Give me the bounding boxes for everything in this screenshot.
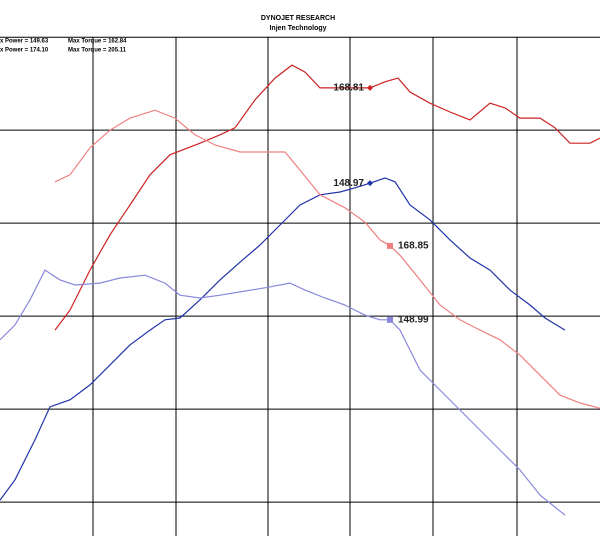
max-line: x Power = 174.10: [0, 48, 49, 54]
annotation: 168.81: [333, 83, 364, 94]
marker: [367, 84, 373, 91]
annotation: 168.85: [398, 241, 429, 252]
chart-title: DYNOJET RESEARCH: [261, 15, 335, 22]
series-line: [0, 269, 566, 516]
series-line: [0, 177, 566, 501]
max-line: Max Torque = 162.84: [68, 39, 127, 45]
annotation: 148.99: [398, 314, 429, 325]
chart-subtitle: Injen Technology: [269, 25, 326, 32]
series-line: [54, 64, 600, 331]
max-line: x Power = 149.63: [0, 39, 49, 45]
marker: [387, 242, 393, 249]
marker: [367, 180, 373, 187]
series-line: [54, 109, 600, 409]
max-line: Max Torque = 205.11: [68, 48, 127, 54]
annotation: 148.97: [333, 178, 364, 189]
marker: [387, 316, 393, 323]
